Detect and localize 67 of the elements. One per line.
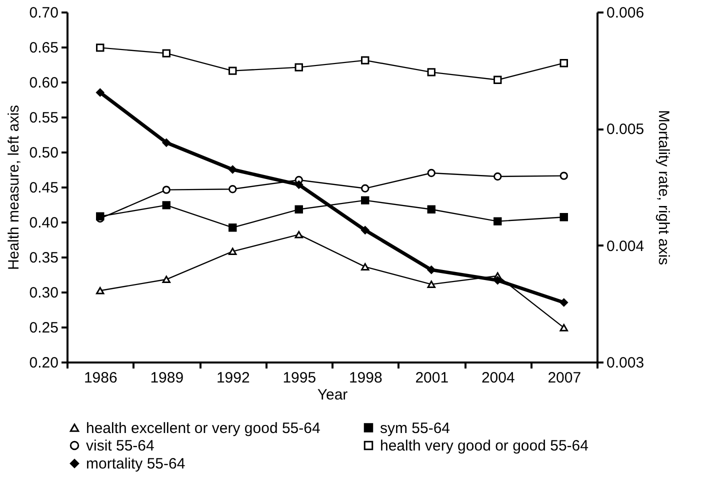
point <box>560 212 568 222</box>
x-tick-label: 1995 <box>282 370 316 386</box>
point <box>96 44 104 52</box>
point <box>427 205 436 214</box>
point <box>427 68 436 76</box>
point <box>228 66 237 75</box>
x-tick-label: 2004 <box>481 370 515 386</box>
point <box>294 205 303 214</box>
y-tick-label: 0.60 <box>29 74 58 92</box>
y-tick-label: 0.45 <box>29 180 58 196</box>
point <box>560 58 568 68</box>
point <box>494 76 502 84</box>
legend-label: visit 55-64 <box>86 438 154 454</box>
point <box>96 88 104 97</box>
point <box>228 223 237 232</box>
point <box>162 186 170 194</box>
point <box>294 63 303 72</box>
y-tick-label: 0.40 <box>29 214 58 232</box>
y2-tick-label: 0.003 <box>606 354 644 372</box>
legend-label: mortality 55-64 <box>86 456 186 472</box>
y2-tick-label: 0.004 <box>606 238 644 255</box>
point <box>494 172 502 181</box>
point <box>162 138 170 147</box>
point <box>361 56 370 64</box>
point <box>494 276 502 284</box>
y-tick-label: 0.65 <box>29 40 58 56</box>
point <box>361 263 370 270</box>
x-tick-label: 2001 <box>415 370 449 386</box>
point <box>560 324 568 332</box>
x-axis-title: Year <box>317 386 348 404</box>
point <box>560 298 568 307</box>
point <box>228 248 237 256</box>
y2-tick-label: 0.006 <box>606 4 644 22</box>
point <box>427 280 436 288</box>
y-tick-label: 0.70 <box>29 4 58 22</box>
x-tick-label: 1986 <box>84 370 118 386</box>
x-tick-label: 1989 <box>150 370 184 386</box>
point <box>427 168 436 178</box>
point <box>427 266 436 274</box>
legend-label: health very good or good 55-64 <box>380 438 588 454</box>
point <box>162 49 170 58</box>
y-tick-label: 0.50 <box>29 144 58 162</box>
point <box>162 201 170 210</box>
point <box>361 226 370 234</box>
y-tick-label: 0.35 <box>29 250 58 266</box>
point <box>294 230 303 238</box>
x-tick-label: 1998 <box>348 370 382 386</box>
point <box>361 196 370 204</box>
y-tick-label: 0.55 <box>29 110 58 126</box>
point <box>294 180 303 189</box>
legend-label: sym 55-64 <box>380 420 450 437</box>
x-tick-label: 1992 <box>216 370 250 386</box>
point <box>96 286 104 294</box>
point <box>228 165 237 174</box>
point <box>162 276 170 284</box>
y2-axis-title: Mortality rate, right axis <box>655 110 672 266</box>
y-tick-label: 0.25 <box>29 320 58 336</box>
point <box>560 172 568 180</box>
point <box>494 217 502 226</box>
point <box>228 185 237 194</box>
y2-tick-label: 0.005 <box>606 121 644 138</box>
legend-label: health excellent or very good 55-64 <box>86 420 320 437</box>
point <box>361 184 370 192</box>
y-axis-title: Health measure, left axis <box>5 104 22 270</box>
y-tick-label: 0.20 <box>29 354 58 372</box>
x-tick-label: 2007 <box>548 370 582 386</box>
y-tick-label: 0.30 <box>29 284 58 302</box>
